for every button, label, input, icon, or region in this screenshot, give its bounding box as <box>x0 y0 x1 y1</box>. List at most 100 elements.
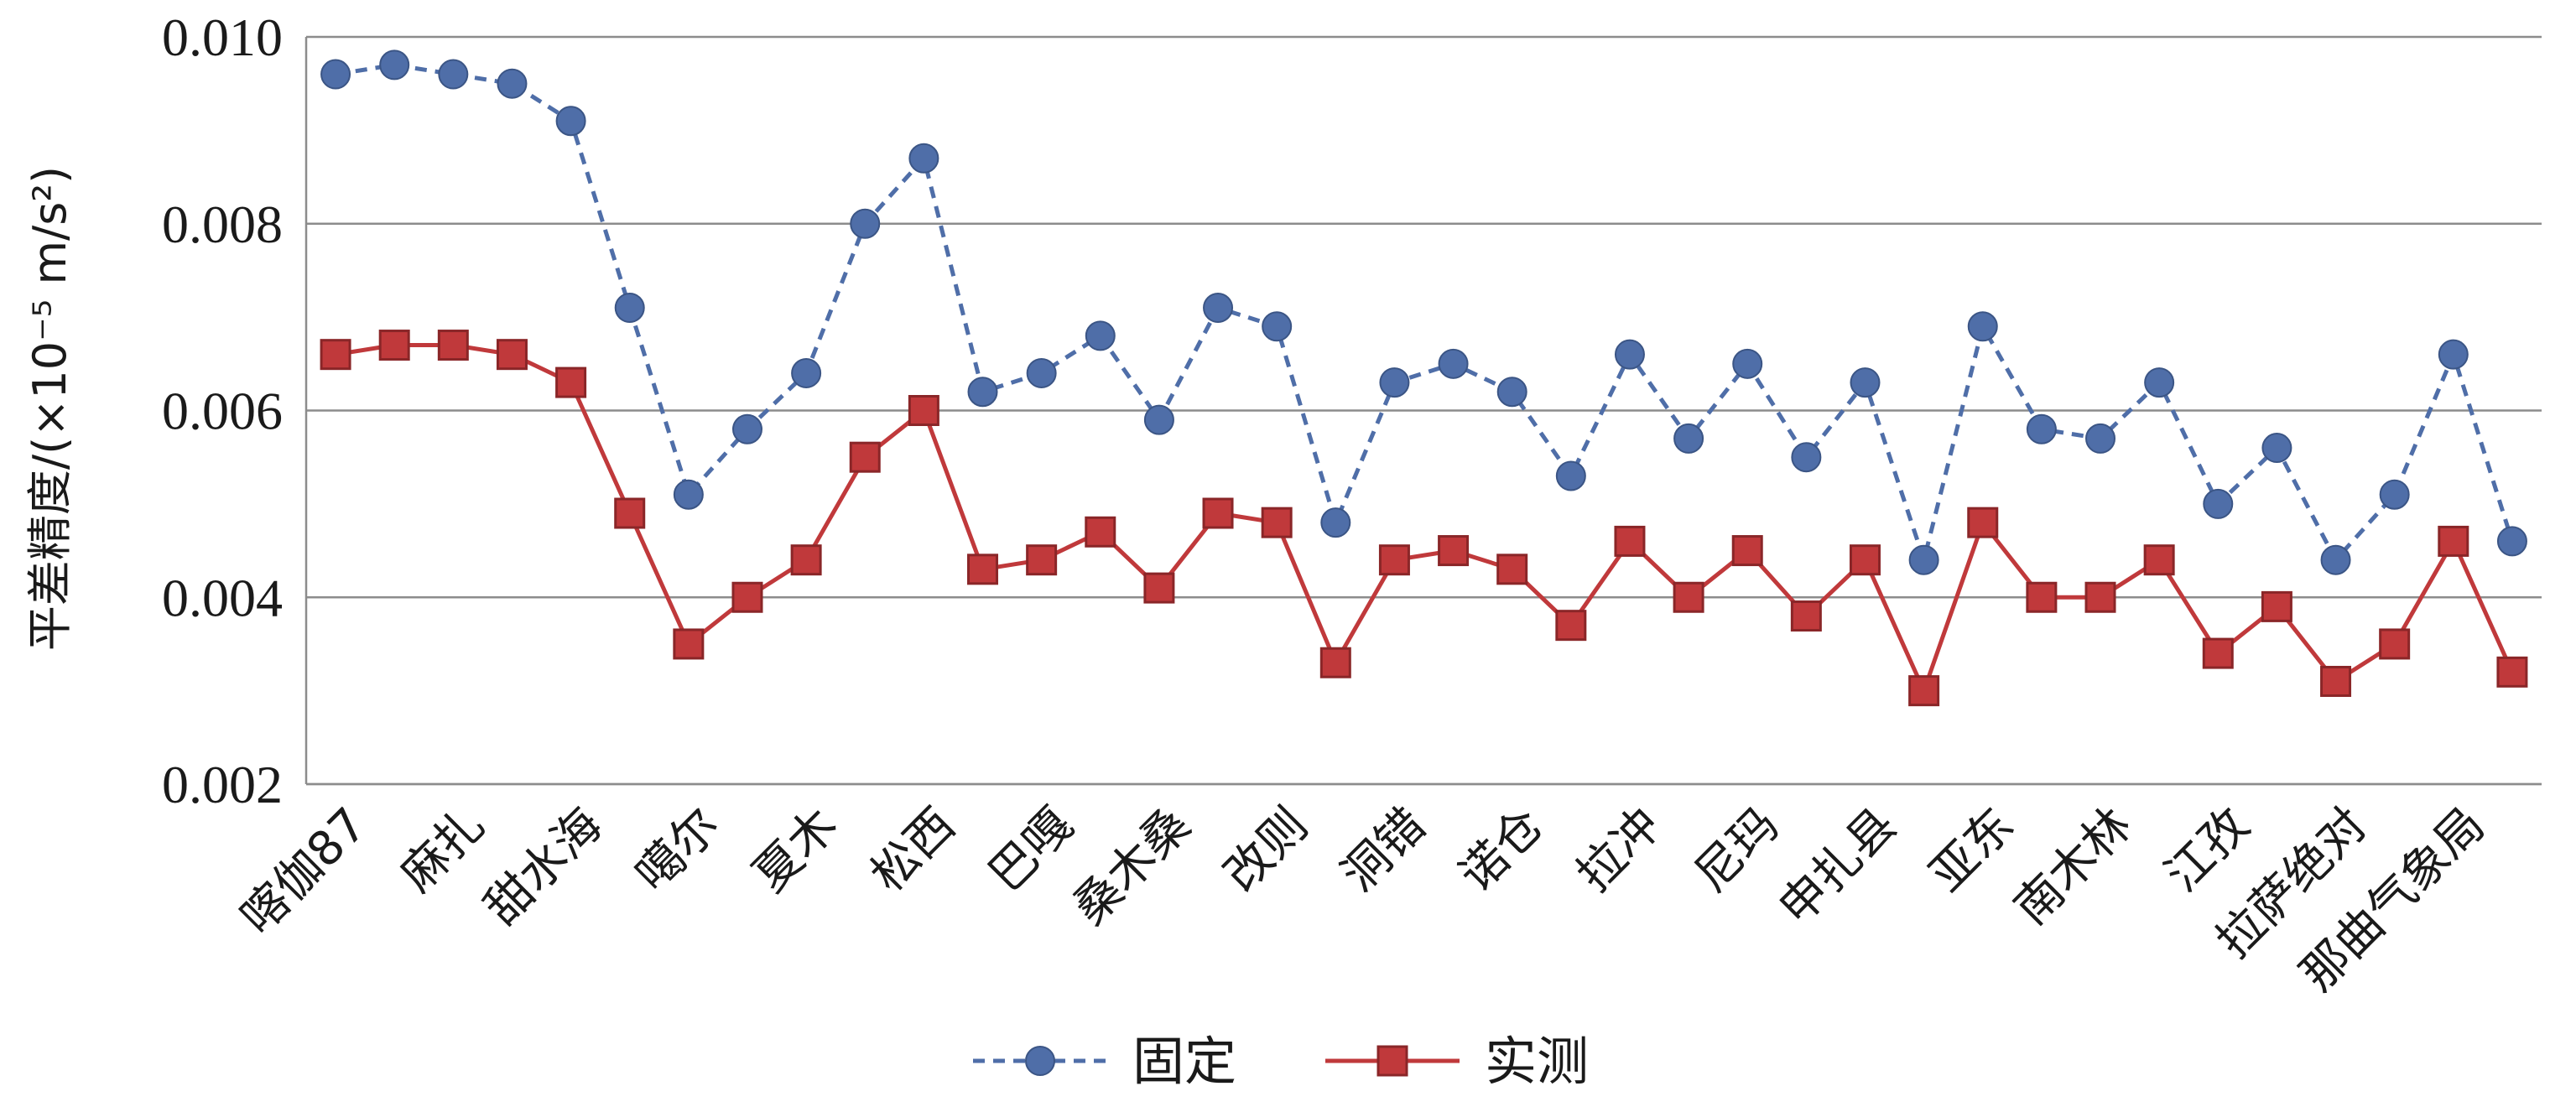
data-point <box>908 143 939 174</box>
series-1 <box>320 330 2528 707</box>
x-tick-label: 拉冲 <box>1567 798 1672 902</box>
data-point <box>1673 423 1704 454</box>
grid-lines <box>306 35 2542 786</box>
y-tick-label: 0.010 <box>162 8 283 67</box>
data-point <box>555 106 586 137</box>
data-point <box>614 292 645 323</box>
data-point <box>1496 554 1528 585</box>
data-point <box>731 581 763 613</box>
legend-item-0: 固定 <box>973 1031 1236 1092</box>
legend-label: 固定 <box>1132 1031 1236 1092</box>
data-point <box>2438 339 2469 370</box>
data-point <box>1085 516 1116 548</box>
y-axis-label: 平差精度/(×10⁻⁵ m/s²) <box>23 166 76 651</box>
data-point <box>673 628 705 660</box>
x-tick-label: 松西 <box>861 798 965 902</box>
data-point <box>378 330 410 361</box>
data-point <box>1496 377 1527 408</box>
data-point <box>2320 544 2351 575</box>
x-tick-label: 甜水海 <box>475 798 613 936</box>
data-point <box>1202 497 1234 529</box>
legend-item-1: 实测 <box>1325 1031 1589 1092</box>
data-point <box>967 377 998 408</box>
data-point <box>2261 590 2292 622</box>
data-point <box>2379 479 2410 510</box>
data-point <box>1438 535 1470 567</box>
data-point <box>497 68 528 99</box>
data-point <box>1261 507 1293 538</box>
data-point <box>1143 404 1174 435</box>
data-point <box>2026 413 2057 444</box>
data-point <box>2320 665 2352 697</box>
data-point <box>2203 488 2234 519</box>
data-point <box>673 479 704 510</box>
data-point <box>2379 628 2411 660</box>
y-tick-label: 0.006 <box>162 382 283 441</box>
data-point <box>1732 348 1763 379</box>
data-point <box>1673 581 1704 613</box>
data-point <box>2261 433 2292 464</box>
data-point <box>1379 367 1410 398</box>
data-point <box>438 59 469 90</box>
x-tick-label: 夏木 <box>743 798 848 902</box>
data-point <box>2144 367 2175 398</box>
data-point <box>967 554 999 585</box>
data-point <box>1791 442 1822 473</box>
x-tick-label: 南木林 <box>2004 798 2142 936</box>
x-tick-label: 桑木桑 <box>1063 798 1201 936</box>
data-point <box>908 395 939 426</box>
data-point <box>379 49 410 81</box>
series-group <box>320 49 2528 707</box>
data-point <box>2496 526 2527 557</box>
legend-marker <box>1376 1045 1408 1077</box>
y-tick-label: 0.004 <box>162 568 283 627</box>
data-point <box>1085 320 1116 351</box>
legend: 固定 实测 <box>973 1031 1589 1092</box>
y-tick-label: 0.002 <box>162 755 283 814</box>
axes <box>304 37 2542 786</box>
x-tick-label: 亚东 <box>1919 798 2024 902</box>
data-point <box>1967 311 1998 342</box>
data-point <box>320 339 351 371</box>
data-point <box>2143 544 2175 576</box>
data-point <box>496 339 528 371</box>
series-line <box>335 343 2515 694</box>
data-point <box>2496 656 2528 688</box>
data-point <box>731 413 762 444</box>
data-point <box>1320 507 1351 538</box>
data-point <box>1731 535 1763 567</box>
data-point <box>1790 600 1822 632</box>
data-point <box>1378 544 1410 576</box>
x-tick-label: 尼玛 <box>1684 798 1789 902</box>
legend-marker <box>1025 1046 1055 1076</box>
data-point <box>2438 525 2469 557</box>
data-point <box>320 59 351 90</box>
x-tick-label: 麻扎 <box>390 798 495 902</box>
data-point <box>791 357 822 388</box>
legend-label: 实测 <box>1485 1031 1589 1092</box>
data-point <box>2202 637 2234 669</box>
series-line <box>335 62 2515 563</box>
x-tick-label: 申扎县 <box>1769 798 1907 936</box>
data-point <box>555 366 587 398</box>
data-point <box>1555 610 1587 642</box>
data-point <box>2026 581 2058 613</box>
data-point <box>1967 507 1999 538</box>
x-tick-label: 诺仓 <box>1449 798 1553 902</box>
data-point <box>790 544 822 576</box>
y-tick-labels: 0.002 0.004 0.006 0.008 0.010 <box>162 8 283 814</box>
data-point <box>1849 544 1881 576</box>
data-point <box>1026 357 1057 388</box>
x-tick-label: 改则 <box>1214 798 1319 902</box>
y-tick-label: 0.008 <box>162 195 283 254</box>
data-point <box>1203 292 1234 323</box>
data-point <box>850 208 881 239</box>
x-tick-label: 喀伽87 <box>230 798 377 945</box>
data-point <box>1908 675 1940 707</box>
data-point <box>1319 647 1351 678</box>
data-point <box>614 497 646 529</box>
data-point <box>1262 311 1293 342</box>
data-point <box>1908 544 1939 575</box>
x-tick-label: 噶尔 <box>626 798 731 902</box>
